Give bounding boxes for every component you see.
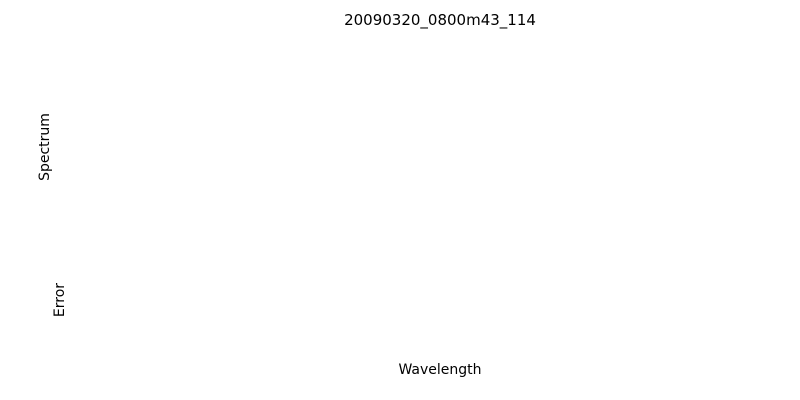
x-axis-label: Wavelength [398, 362, 482, 378]
chart-title: 20090320_0800m43_114 [344, 11, 536, 29]
